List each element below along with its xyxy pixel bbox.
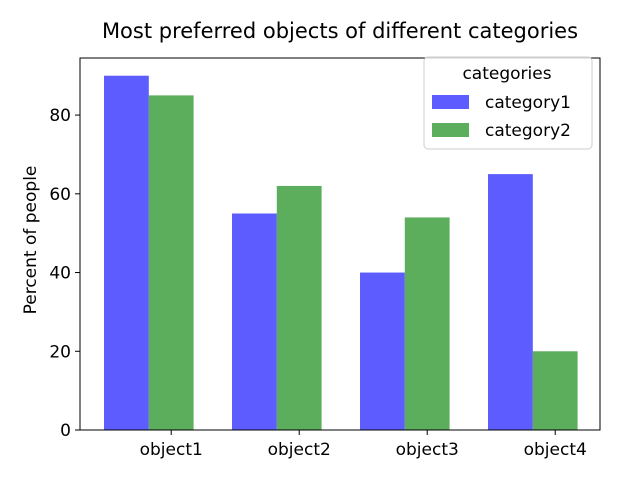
y-tick-label: 20 — [49, 342, 71, 362]
chart-title: Most preferred objects of different cate… — [102, 19, 578, 43]
plot-frame — [79, 57, 601, 431]
x-axis-ticks: object1 object2 object3 object4 — [140, 430, 587, 460]
bar-category2-object4 — [532, 351, 578, 430]
x-tick-label: object1 — [140, 440, 203, 460]
bar-category1-object3 — [360, 272, 405, 430]
legend-swatch-category2 — [432, 123, 469, 137]
x-tick-label: object4 — [524, 440, 587, 460]
bars-group — [104, 75, 578, 431]
y-axis-label: Percent of people — [21, 166, 41, 315]
legend-title: categories — [462, 64, 551, 84]
y-tick-label: 60 — [49, 185, 71, 205]
x-tick-label: object3 — [396, 440, 459, 460]
y-tick-label: 80 — [49, 106, 71, 126]
x-tick-label: object2 — [268, 440, 331, 460]
bar-category2-object2 — [276, 185, 322, 430]
legend: categories category1 category2 — [423, 56, 593, 150]
bar-category1-object1 — [104, 75, 149, 430]
bar-category1-object4 — [488, 174, 533, 430]
y-axis-ticks: 0 20 40 60 80 — [49, 106, 80, 441]
bar-category1-object2 — [232, 213, 277, 430]
legend-label-category1: category1 — [485, 93, 571, 113]
y-tick-label: 0 — [60, 421, 71, 441]
bar-category2-object3 — [404, 217, 450, 430]
bar-category2-object1 — [148, 95, 194, 431]
legend-swatch-category1 — [432, 95, 469, 109]
legend-label-category2: category2 — [485, 121, 571, 141]
y-tick-label: 40 — [49, 264, 71, 284]
